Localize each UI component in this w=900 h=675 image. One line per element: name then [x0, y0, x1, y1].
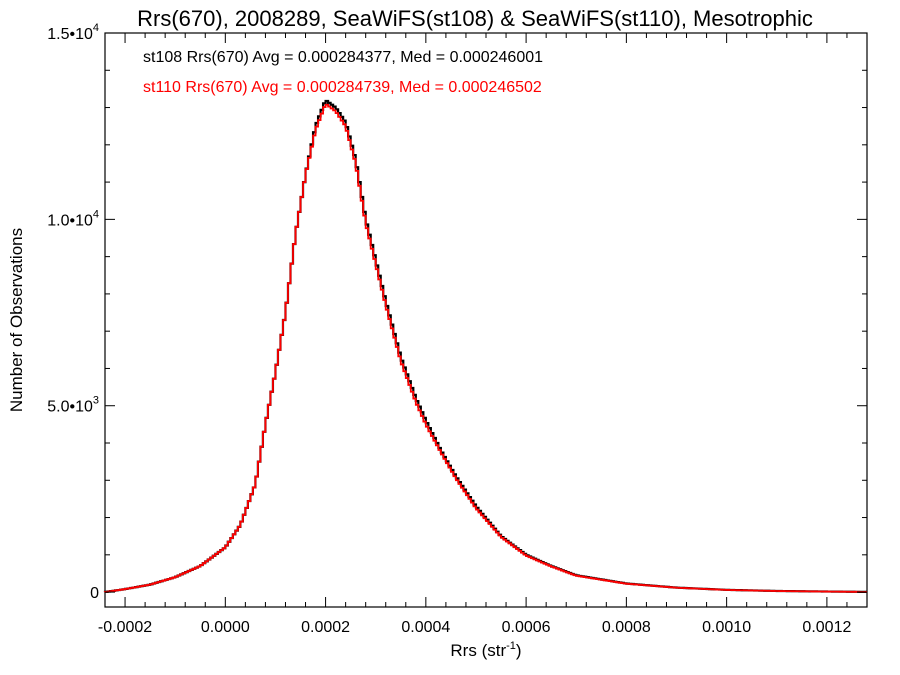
y-tick-label: 0: [90, 585, 99, 602]
chart-title: Rrs(670), 2008289, SeaWiFS(st108) & SeaW…: [137, 6, 813, 31]
y-tick-exponent: 4: [93, 22, 99, 34]
y-tick-base: 1.0•10: [47, 212, 93, 229]
y-tick-label: 5.0•103: [47, 395, 99, 416]
x-tick-label: 0.0004: [401, 619, 450, 636]
histogram-layer: [103, 99, 867, 593]
annotation-st110: st110 Rrs(670) Avg = 0.000284739, Med = …: [143, 79, 542, 96]
x-tick-label: 0.0002: [301, 619, 350, 636]
y-axis-label: Number of Observations: [7, 228, 26, 412]
x-axis-label: Rrs (str-1): [450, 640, 521, 660]
series-st110: [104, 103, 867, 593]
x-tick-label: 0.0008: [602, 619, 651, 636]
y-tick-exponent: 4: [93, 208, 99, 220]
axis-ticks: -0.0002 0.0000 0.0002 0.0004 0.0006 0.0008 0.0…: [47, 22, 868, 636]
y-tick-base: 1.5•10: [47, 26, 93, 43]
y-tick-base: 5.0•10: [47, 399, 93, 416]
y-tick-label: 1.0•104: [47, 208, 99, 229]
y-tick-base: 0: [90, 585, 99, 602]
x-tick-label: 0.0010: [702, 619, 751, 636]
x-tick-label: 0.0012: [802, 619, 851, 636]
x-tick-label: -0.0002: [98, 619, 152, 636]
y-tick-exponent: 3: [93, 395, 99, 407]
x-tick-label: 0.0000: [201, 619, 250, 636]
x-tick-label: 0.0006: [502, 619, 551, 636]
y-tick-label: 1.5•104: [47, 22, 99, 43]
annotation-st108: st108 Rrs(670) Avg = 0.000284377, Med = …: [143, 49, 543, 66]
histogram-step-st110: [104, 103, 867, 593]
